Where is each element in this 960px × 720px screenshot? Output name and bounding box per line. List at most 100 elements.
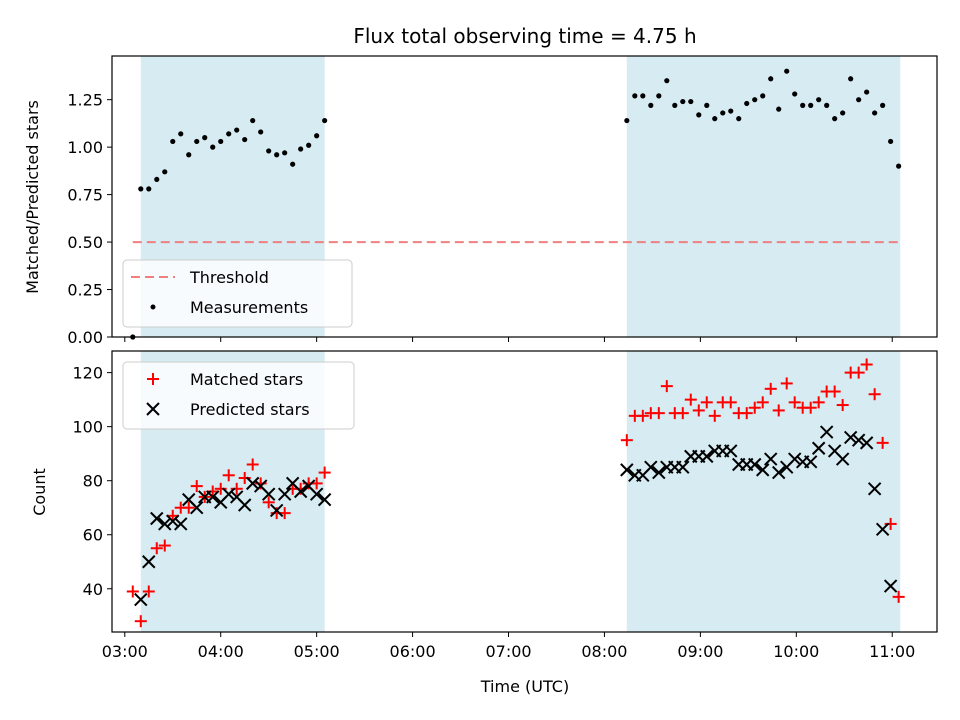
predicted-star-point <box>317 492 332 507</box>
measurement-point <box>720 110 726 116</box>
measurement-point <box>776 106 782 112</box>
measurement-point <box>186 152 192 158</box>
matched-star-point <box>126 585 139 598</box>
bottom-y-tick-label: 40 <box>83 580 103 599</box>
predicted-star-point <box>835 452 850 466</box>
matched-star-point <box>804 401 817 414</box>
predicted-star-point <box>851 433 866 447</box>
measurement-point <box>298 146 304 152</box>
measurement-point <box>154 176 160 183</box>
x-tick-label: 10:00 <box>773 642 819 661</box>
measurement-point <box>832 116 838 122</box>
measurement-point <box>274 152 280 158</box>
matched-star-point <box>262 496 275 509</box>
bottom-x-ticks: 03:00 04:00 05:00 06:00 07:00 08:00 09:00 10:00… <box>102 632 915 661</box>
measurement-point <box>896 163 902 169</box>
measurement-point <box>888 138 894 145</box>
measurement-point <box>792 91 798 97</box>
measurement-point <box>688 98 694 105</box>
bottom-legend-frame <box>122 361 355 430</box>
bottom-legend: Matched stars Predicted stars <box>122 361 355 430</box>
x-tick-label: 05:00 <box>294 642 340 661</box>
measurement-point <box>672 102 678 108</box>
predicted-star-point <box>772 465 786 480</box>
matched-star-point <box>652 407 665 420</box>
matched-star-point <box>748 401 761 414</box>
matched-star-point <box>740 407 753 420</box>
measurement-point <box>282 150 288 156</box>
predicted-star-point <box>652 465 666 480</box>
predicted-star-point <box>222 487 236 501</box>
predicted-star-point <box>309 487 324 501</box>
measurement-point <box>648 102 654 108</box>
matched-star-point <box>724 396 737 409</box>
matched-star-point <box>636 409 649 422</box>
measurement-point <box>856 97 862 103</box>
predicted-star-point <box>620 463 634 477</box>
measurement-point <box>314 133 320 139</box>
predicted-star-point <box>142 555 156 569</box>
top-points <box>130 68 902 340</box>
matched-star-point <box>222 469 235 482</box>
x-tick-label: 09:00 <box>677 642 723 661</box>
predicted-star-point <box>150 511 164 526</box>
matched-star-point <box>246 458 259 471</box>
measurement-point <box>880 102 886 108</box>
top-legend: Threshold Measurements <box>122 259 353 328</box>
predicted-star-point <box>859 436 874 450</box>
bottom-points <box>126 358 905 628</box>
legend-measurements-swatch <box>150 304 156 310</box>
top-y-tick-label: 0.50 <box>67 233 103 252</box>
matched-star-point <box>780 377 793 390</box>
matched-star-point <box>852 366 865 379</box>
measurement-point <box>250 117 256 124</box>
matched-star-point <box>708 409 721 422</box>
measurement-point <box>624 117 630 124</box>
top-legend-frame <box>122 259 353 328</box>
predicted-star-point <box>883 579 898 593</box>
chart-title: Flux total observing time = 4.75 h <box>353 24 696 48</box>
matched-star-point <box>150 542 163 555</box>
measurement-point <box>824 102 830 108</box>
x-tick-label: 06:00 <box>390 642 436 661</box>
top-spans <box>140 56 901 337</box>
matched-star-point <box>772 404 785 417</box>
predicted-star-point <box>819 425 834 439</box>
measurement-point <box>800 102 806 108</box>
matched-star-point <box>660 380 673 393</box>
measurement-point <box>202 135 208 141</box>
measurement-point <box>146 186 152 192</box>
measurement-point <box>656 93 662 99</box>
x-tick-label: 11:00 <box>869 642 915 661</box>
measurement-point <box>848 76 854 82</box>
measurement-point <box>752 97 758 103</box>
top-axes-frame <box>111 55 938 338</box>
top-x-ticks <box>124 337 893 342</box>
bottom-y-ticks: 40 60 80 100 120 <box>72 364 112 599</box>
bottom-panel: 40 60 80 100 120 03:00 04:00 05:00 06:00 07:00 08… <box>30 350 938 696</box>
measurement-point <box>194 138 200 145</box>
predicted-star-point <box>644 460 658 474</box>
bottom-y-tick-label: 60 <box>83 526 103 545</box>
matched-star-point <box>134 615 147 628</box>
top-y-tick-label: 0.75 <box>67 186 103 205</box>
measurement-point <box>632 93 638 99</box>
predicted-star-point <box>787 452 802 466</box>
measurement-point <box>808 102 814 108</box>
predicted-star-point <box>764 452 778 466</box>
x-tick-label: 08:00 <box>581 642 627 661</box>
measurement-point <box>840 110 846 116</box>
predicted-star-point <box>206 490 220 504</box>
matched-star-point <box>700 396 713 409</box>
measurement-point <box>242 136 248 143</box>
measurement-point <box>744 100 750 107</box>
matched-star-point <box>142 585 155 598</box>
predicted-star-point <box>724 444 738 458</box>
measurement-point <box>322 117 328 124</box>
bottom-y-tick-label: 100 <box>72 418 103 437</box>
matched-star-point <box>318 466 331 479</box>
bottom-y-axis-label: Count <box>30 468 49 516</box>
matched-star-point <box>190 480 203 493</box>
measurement-point <box>218 138 224 145</box>
measurement-point <box>306 142 312 148</box>
